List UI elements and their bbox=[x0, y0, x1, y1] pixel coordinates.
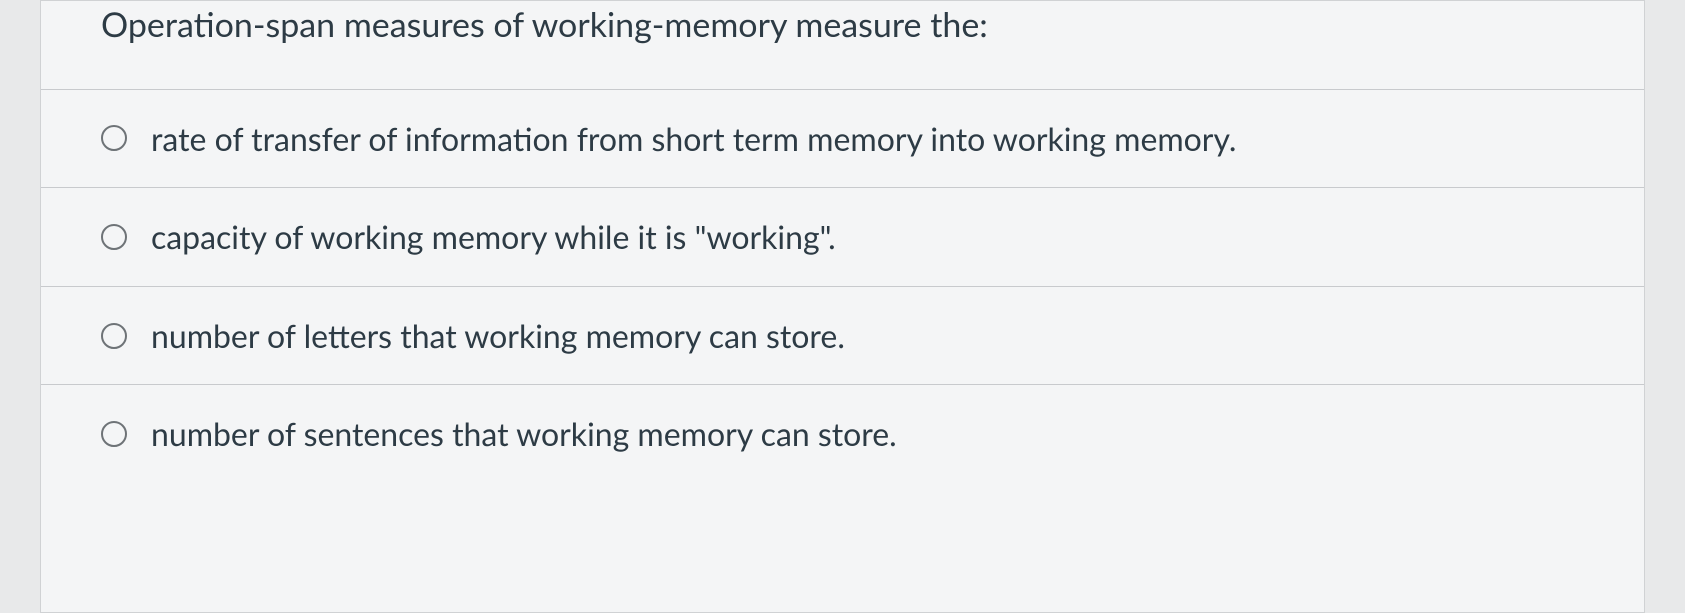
option-label: capacity of working memory while it is "… bbox=[151, 216, 836, 258]
option-row-1[interactable]: capacity of working memory while it is "… bbox=[41, 188, 1644, 287]
question-card: Operation-span measures of working-memor… bbox=[40, 0, 1645, 613]
option-row-2[interactable]: number of letters that working memory ca… bbox=[41, 287, 1644, 386]
options-list: rate of transfer of information from sho… bbox=[41, 89, 1644, 483]
option-label: number of sentences that working memory … bbox=[151, 413, 897, 455]
option-row-3[interactable]: number of sentences that working memory … bbox=[41, 385, 1644, 483]
option-row-0[interactable]: rate of transfer of information from sho… bbox=[41, 90, 1644, 189]
question-prompt: Operation-span measures of working-memor… bbox=[41, 1, 1644, 89]
radio-icon[interactable] bbox=[101, 323, 127, 349]
radio-icon[interactable] bbox=[101, 421, 127, 447]
radio-icon[interactable] bbox=[101, 224, 127, 250]
radio-icon[interactable] bbox=[101, 125, 127, 151]
option-label: rate of transfer of information from sho… bbox=[151, 118, 1236, 160]
option-label: number of letters that working memory ca… bbox=[151, 315, 845, 357]
